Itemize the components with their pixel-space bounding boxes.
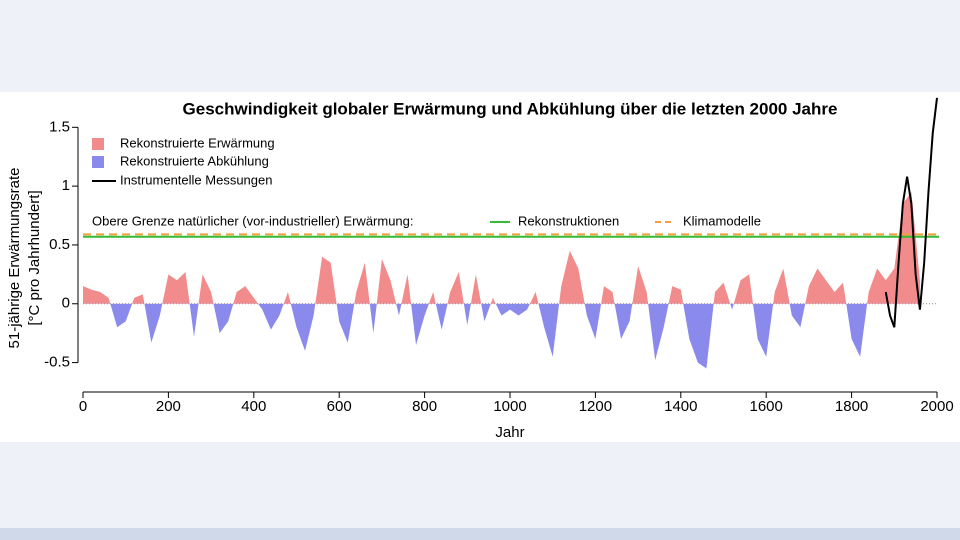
legend-label: Klimamodelle xyxy=(683,213,761,228)
y-tick-label: -0.5 xyxy=(44,354,70,371)
x-tick-label: 1800 xyxy=(835,398,868,415)
instrumental-line xyxy=(884,97,938,328)
bottom-strip xyxy=(0,528,960,540)
x-tick-label: 0 xyxy=(79,398,87,415)
y-tick-label: 0 xyxy=(62,295,70,312)
y-tick-label: 1 xyxy=(62,177,70,194)
x-tick-label: 600 xyxy=(327,398,352,415)
limits-label: Obere Grenze natürlicher (vor-industriel… xyxy=(92,213,414,228)
y-tick-label: 1.5 xyxy=(49,118,70,135)
legend-label: Rekonstruktionen xyxy=(518,213,619,228)
x-tick-label: 1200 xyxy=(579,398,612,415)
legend-label: Rekonstruierte Erwärmung xyxy=(120,135,275,150)
warming-area xyxy=(83,192,920,304)
x-tick-label: 2000 xyxy=(920,398,953,415)
legend-label: Instrumentelle Messungen xyxy=(120,172,272,187)
legend-swatch xyxy=(92,156,104,168)
plot: -0.5 0 0.5 1 1.5 0 200 400 600 800 1000 1200 1400 160… xyxy=(44,97,954,415)
x-tick-label: 1400 xyxy=(664,398,697,415)
x-axis-label: Jahr xyxy=(495,424,524,441)
legend-swatch xyxy=(92,138,104,150)
y-tick-label: 0.5 xyxy=(49,236,70,253)
chart-title: Geschwindigkeit globaler Erwärmung und A… xyxy=(183,99,838,118)
cooling-area xyxy=(83,303,920,369)
x-tick-label: 400 xyxy=(241,398,266,415)
legend-label: Rekonstruierte Abkühlung xyxy=(120,153,269,168)
y-axis-label: 51-jährige Erwärmungsrate xyxy=(6,168,23,349)
y-axis-label: [°C pro Jahrhundert] xyxy=(26,190,43,325)
x-tick-label: 200 xyxy=(156,398,181,415)
x-tick-label: 1000 xyxy=(493,398,526,415)
x-tick-label: 1600 xyxy=(750,398,783,415)
x-tick-label: 800 xyxy=(412,398,437,415)
chart-panel xyxy=(0,92,960,442)
